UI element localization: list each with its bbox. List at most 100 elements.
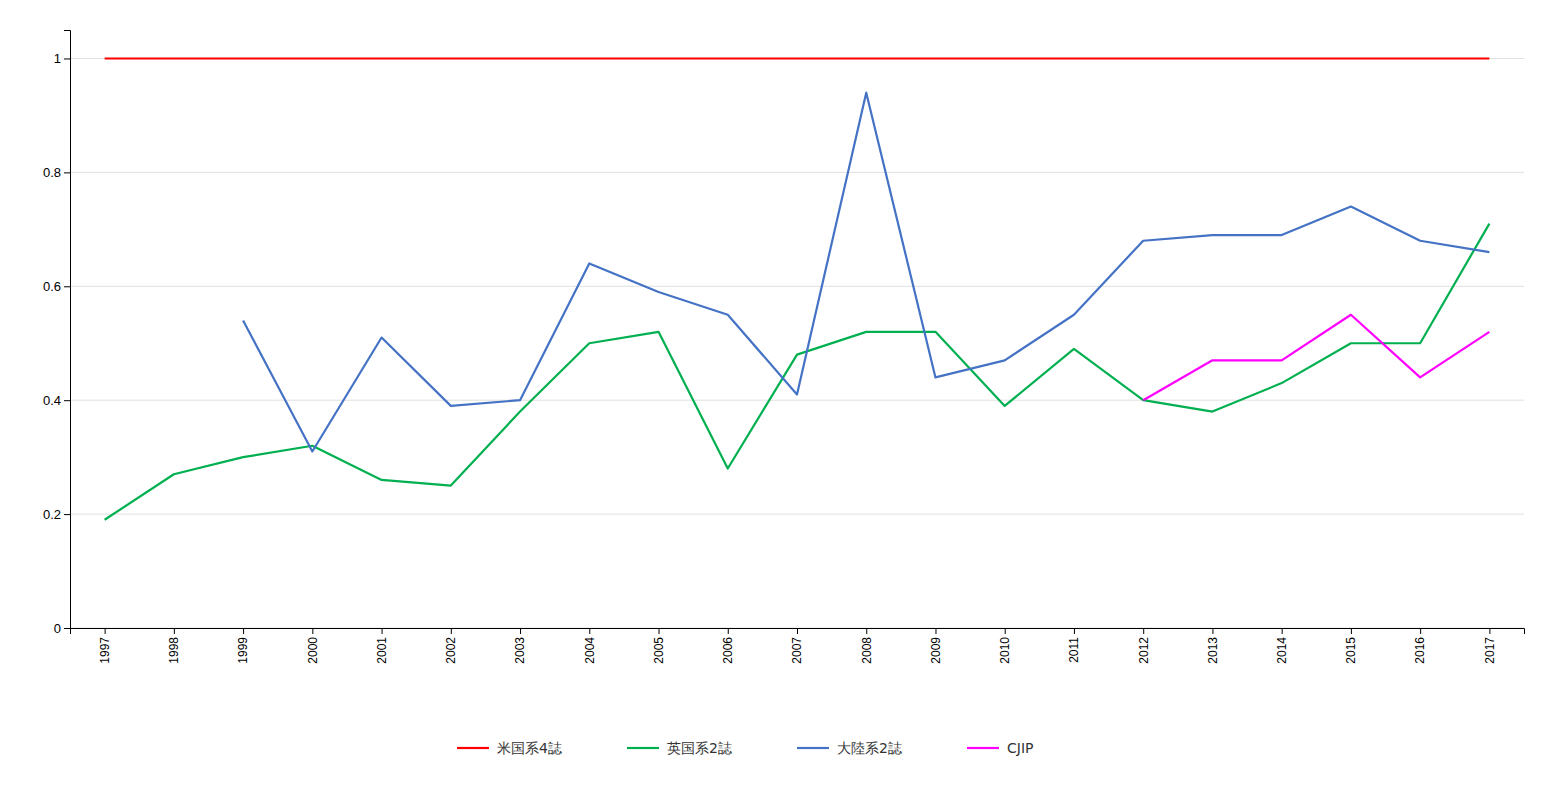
x-tick-label: 2017 bbox=[1483, 637, 1497, 664]
x-tick-mark bbox=[935, 628, 936, 634]
legend-swatch bbox=[627, 747, 659, 749]
x-tick-label: 2004 bbox=[583, 637, 597, 664]
x-tick: 2014 bbox=[1275, 628, 1289, 664]
x-tick-label: 2013 bbox=[1206, 637, 1220, 664]
y-tick-label: 0.2 bbox=[43, 507, 61, 522]
grid-line bbox=[70, 286, 1524, 287]
x-tick-label: 2001 bbox=[375, 637, 389, 664]
x-tick: 1999 bbox=[236, 628, 250, 664]
grid bbox=[70, 58, 1524, 628]
grid-line bbox=[70, 514, 1524, 515]
legend-label: 米国系4誌 bbox=[497, 740, 562, 756]
x-tick-mark bbox=[866, 628, 867, 634]
x-tick-mark bbox=[797, 628, 798, 634]
x-tick-mark bbox=[451, 628, 452, 634]
x-tick-label: 2012 bbox=[1137, 637, 1151, 664]
x-tick-mark bbox=[1005, 628, 1006, 634]
x-tick-label: 2016 bbox=[1413, 637, 1427, 664]
y-tick: 0.6 bbox=[43, 279, 70, 294]
y-tick: 0 bbox=[54, 621, 70, 636]
x-tick-mark bbox=[1489, 628, 1490, 634]
x-tick-label: 2006 bbox=[721, 637, 735, 664]
y-tick: 1 bbox=[54, 51, 70, 66]
x-tick: 2006 bbox=[721, 628, 735, 664]
x-tick: 2013 bbox=[1206, 628, 1220, 664]
x-tick: 2017 bbox=[1483, 628, 1497, 664]
x-tick: 2015 bbox=[1344, 628, 1358, 664]
y-tick: 0.2 bbox=[43, 507, 70, 522]
x-tick-mark bbox=[1282, 628, 1283, 634]
legend-swatch bbox=[967, 747, 999, 749]
y-tick-label: 0.4 bbox=[43, 393, 61, 408]
x-tick: 1998 bbox=[167, 628, 181, 664]
x-tick-mark bbox=[520, 628, 521, 634]
legend-swatch bbox=[457, 747, 489, 749]
x-tick-label: 2007 bbox=[790, 637, 804, 664]
y-tick-mark bbox=[64, 58, 70, 59]
x-tick-label: 2008 bbox=[860, 637, 874, 664]
x-tick-label: 1997 bbox=[98, 637, 112, 664]
legend-label: 英国系2誌 bbox=[667, 740, 732, 756]
y-tick: 0.4 bbox=[43, 393, 70, 408]
lines bbox=[105, 58, 1490, 519]
x-tick-mark bbox=[1074, 628, 1075, 634]
y-tick-label: 0.6 bbox=[43, 279, 61, 294]
legend-item: CJIP bbox=[967, 740, 1033, 756]
x-tick-mark bbox=[174, 628, 175, 634]
x-tick-mark bbox=[243, 628, 244, 634]
x-tick: 2011 bbox=[1067, 628, 1081, 663]
y-tick-label: 1 bbox=[54, 51, 61, 66]
legend-item: 英国系2誌 bbox=[627, 740, 732, 756]
x-tick-mark bbox=[312, 628, 313, 634]
legend-item: 米国系4誌 bbox=[457, 740, 562, 756]
y-axis: 0 0.2 0.4 0.6 0.8 1 bbox=[43, 31, 71, 636]
x-tick-label: 2010 bbox=[998, 637, 1012, 664]
y-tick: 0.8 bbox=[43, 165, 70, 180]
x-tick: 2001 bbox=[375, 628, 389, 664]
grid-line bbox=[70, 400, 1524, 401]
x-tick: 2003 bbox=[513, 628, 527, 664]
y-tick-mark bbox=[64, 628, 70, 629]
x-tick-label: 2015 bbox=[1344, 637, 1358, 664]
x-tick: 2002 bbox=[444, 628, 458, 664]
x-axis: 1997 1998 1999 2000 2001 2002 2003 2004 2005 2006… bbox=[71, 628, 1525, 664]
legend-label: 大陸系2誌 bbox=[837, 740, 902, 756]
x-tick-label: 2005 bbox=[652, 637, 666, 664]
y-tick-label: 0.8 bbox=[43, 165, 61, 180]
series-line bbox=[105, 224, 1490, 520]
x-tick-mark bbox=[382, 628, 383, 634]
x-tick: 2009 bbox=[929, 628, 943, 664]
legend: 米国系4誌 英国系2誌 大陸系2誌 CJIP bbox=[457, 740, 1033, 756]
x-axis-line bbox=[71, 629, 1525, 635]
x-tick-label: 1999 bbox=[236, 637, 250, 664]
legend-item: 大陸系2誌 bbox=[797, 740, 902, 756]
series-line bbox=[1143, 315, 1489, 400]
x-tick-mark bbox=[589, 628, 590, 634]
x-tick: 2007 bbox=[790, 628, 804, 664]
x-tick-mark bbox=[1212, 628, 1213, 634]
plot: 1997 1998 1999 2000 2001 2002 2003 2004 2005 2006… bbox=[43, 31, 1525, 664]
x-tick: 2008 bbox=[860, 628, 874, 664]
x-tick: 2016 bbox=[1413, 628, 1427, 664]
x-tick-mark bbox=[728, 628, 729, 634]
x-tick-mark bbox=[1143, 628, 1144, 634]
legend-swatch bbox=[797, 747, 829, 749]
x-tick: 1997 bbox=[98, 628, 112, 664]
series-line bbox=[105, 57, 1490, 59]
x-tick-label: 2009 bbox=[929, 637, 943, 664]
x-tick-label: 2003 bbox=[513, 637, 527, 664]
x-tick: 2005 bbox=[652, 628, 666, 664]
chart: 1997 1998 1999 2000 2001 2002 2003 2004 2005 2006… bbox=[0, 0, 1564, 788]
x-tick: 2004 bbox=[583, 628, 597, 664]
x-tick: 2012 bbox=[1137, 628, 1151, 664]
y-tick-mark bbox=[64, 172, 70, 173]
y-tick-label: 0 bbox=[54, 621, 61, 636]
x-tick: 2010 bbox=[998, 628, 1012, 664]
grid-line bbox=[70, 172, 1524, 173]
x-tick-mark bbox=[105, 628, 106, 634]
x-tick-label: 2014 bbox=[1275, 637, 1289, 664]
x-tick-label: 2011 bbox=[1067, 637, 1081, 663]
x-tick: 2000 bbox=[306, 628, 320, 664]
x-tick-label: 2000 bbox=[306, 637, 320, 664]
y-axis-line bbox=[64, 31, 71, 629]
